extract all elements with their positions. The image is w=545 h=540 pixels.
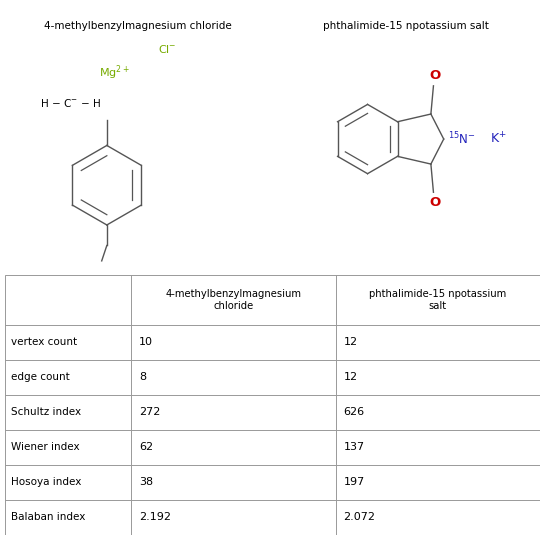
Text: 62: 62	[139, 442, 153, 452]
Text: 38: 38	[139, 477, 153, 487]
Text: 2.072: 2.072	[343, 512, 376, 522]
Text: Hosoya index: Hosoya index	[11, 477, 81, 487]
Text: 10: 10	[139, 337, 153, 347]
Text: 272: 272	[139, 407, 160, 417]
Text: K$^{+}$: K$^{+}$	[490, 131, 506, 147]
Text: Balaban index: Balaban index	[11, 512, 85, 522]
Text: 4-methylbenzylmagnesium chloride: 4-methylbenzylmagnesium chloride	[44, 21, 232, 31]
Text: 197: 197	[343, 477, 365, 487]
Text: $^{15}$N$^{-}$: $^{15}$N$^{-}$	[447, 131, 475, 147]
Text: Schultz index: Schultz index	[11, 407, 81, 417]
Text: 12: 12	[343, 372, 358, 382]
Text: Wiener index: Wiener index	[11, 442, 80, 452]
Text: 8: 8	[139, 372, 146, 382]
Text: edge count: edge count	[11, 372, 70, 382]
Text: 2.192: 2.192	[139, 512, 171, 522]
Text: 626: 626	[343, 407, 365, 417]
Text: vertex count: vertex count	[11, 337, 77, 347]
Text: Mg$^{2+}$: Mg$^{2+}$	[99, 63, 130, 82]
Text: O: O	[429, 69, 440, 82]
Text: 4-methylbenzylmagnesium
chloride: 4-methylbenzylmagnesium chloride	[165, 289, 301, 311]
Text: phthalimide-15 npotassium salt: phthalimide-15 npotassium salt	[323, 21, 489, 31]
Text: H $-$ C$^{-}$ $-$ H: H $-$ C$^{-}$ $-$ H	[40, 97, 101, 109]
Text: O: O	[429, 196, 440, 209]
Text: Cl$^{-}$: Cl$^{-}$	[158, 43, 177, 55]
Text: 12: 12	[343, 337, 358, 347]
Text: 137: 137	[343, 442, 365, 452]
Text: phthalimide-15 npotassium
salt: phthalimide-15 npotassium salt	[369, 289, 506, 311]
